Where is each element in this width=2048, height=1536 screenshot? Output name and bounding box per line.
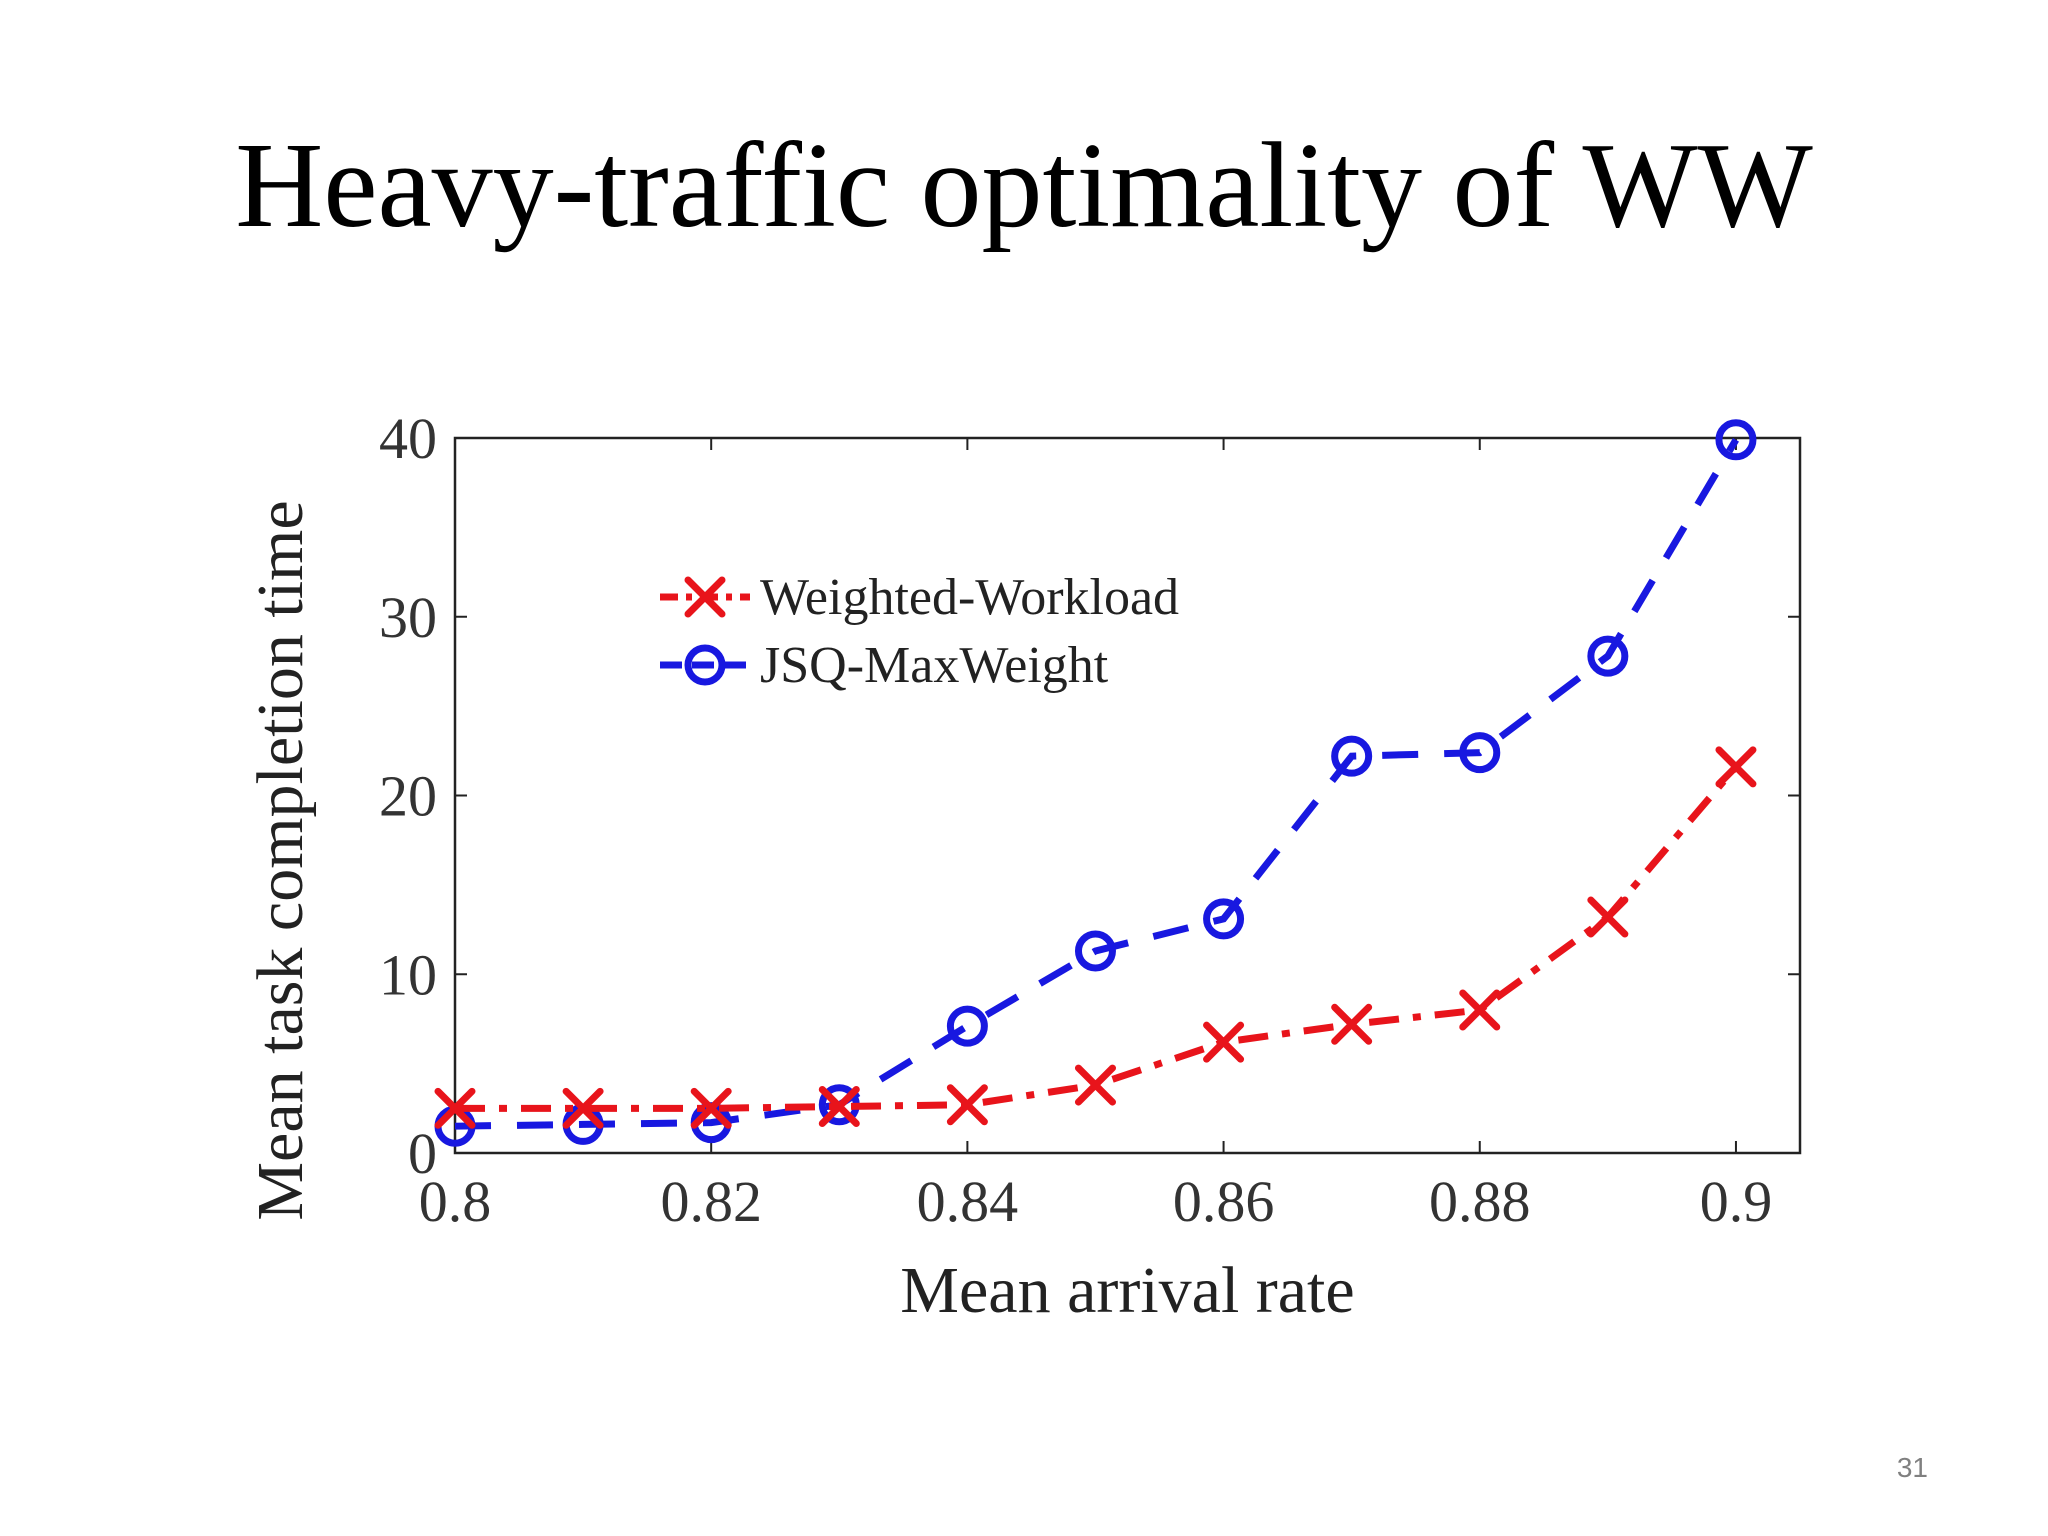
data-point-weighted-workload <box>1587 896 1629 938</box>
legend-label-jsq-maxweight: JSQ-MaxWeight <box>760 637 1109 694</box>
data-point-weighted-workload <box>1074 1064 1116 1106</box>
data-point-jsq-maxweight <box>946 1005 988 1047</box>
x-marker-stroke <box>1587 896 1629 938</box>
data-point-weighted-workload <box>818 1086 860 1128</box>
data-point-weighted-workload <box>690 1087 732 1129</box>
data-point-weighted-workload <box>1203 1021 1245 1063</box>
legend-marker-jsq-maxweight <box>684 644 726 686</box>
series-line-jsq-maxweight <box>454 438 1739 1130</box>
data-point-weighted-workload <box>1459 989 1501 1031</box>
legend-marker-weighted-workload <box>684 576 726 618</box>
x-tick-label: 0.82 <box>660 1169 762 1234</box>
plot-frame <box>453 436 1802 1155</box>
x-marker-stroke <box>690 1087 732 1129</box>
x-marker-stroke <box>1715 746 1757 788</box>
data-point-jsq-maxweight <box>1331 735 1373 777</box>
x-marker-stroke <box>946 1084 988 1126</box>
y-tick-label: 20 <box>379 764 437 829</box>
x-axis-label: Mean arrival rate <box>900 1254 1354 1327</box>
data-point-jsq-maxweight <box>1203 898 1245 940</box>
x-marker-stroke <box>1074 1064 1116 1106</box>
x-tick-label: 0.86 <box>1173 1169 1275 1234</box>
y-axis-ticks: 0 10 20 30 40 <box>379 406 1800 1186</box>
x-tick-label: 0.9 <box>1700 1169 1773 1234</box>
page-number: 31 <box>1896 1452 1928 1483</box>
slide-title: Heavy-traffic optimality of WW <box>235 118 1813 253</box>
x-marker-stroke <box>1459 989 1501 1031</box>
x-tick-label: 0.8 <box>419 1169 492 1234</box>
y-tick-label: 10 <box>379 942 437 1007</box>
x-axis-ticks: 0.8 0.82 0.84 0.86 0.88 0.9 <box>419 438 1772 1234</box>
plot-box <box>453 436 1802 1155</box>
y-tick-label: 0 <box>408 1121 437 1186</box>
data-point-jsq-maxweight <box>1587 635 1629 677</box>
series-line-weighted-workload <box>455 764 1739 1112</box>
x-tick-label: 0.84 <box>917 1169 1019 1234</box>
data-point-weighted-workload <box>434 1087 476 1129</box>
x-marker-stroke <box>562 1087 604 1129</box>
y-axis-label: Mean task completion time <box>244 500 317 1220</box>
x-tick-label: 0.88 <box>1429 1169 1531 1234</box>
x-marker-stroke <box>684 576 726 618</box>
x-marker-stroke <box>818 1086 860 1128</box>
legend-label-weighted-workload: Weighted-Workload <box>760 569 1179 626</box>
x-marker-stroke <box>1203 1021 1245 1063</box>
x-marker-stroke <box>434 1087 476 1129</box>
data-point-jsq-maxweight <box>1459 732 1501 774</box>
data-point-weighted-workload <box>1331 1003 1373 1045</box>
data-point-jsq-maxweight <box>1715 419 1757 461</box>
data-point-weighted-workload <box>1715 746 1757 788</box>
x-marker-stroke <box>1331 1003 1373 1045</box>
y-tick-label: 40 <box>379 406 437 471</box>
data-point-jsq-maxweight <box>1074 930 1116 972</box>
data-point-weighted-workload <box>946 1084 988 1126</box>
legend: Weighted-Workload JSQ-MaxWeight <box>660 569 1179 694</box>
y-tick-label: 30 <box>379 585 437 650</box>
series-layer <box>434 419 1757 1147</box>
data-point-weighted-workload <box>562 1087 604 1129</box>
